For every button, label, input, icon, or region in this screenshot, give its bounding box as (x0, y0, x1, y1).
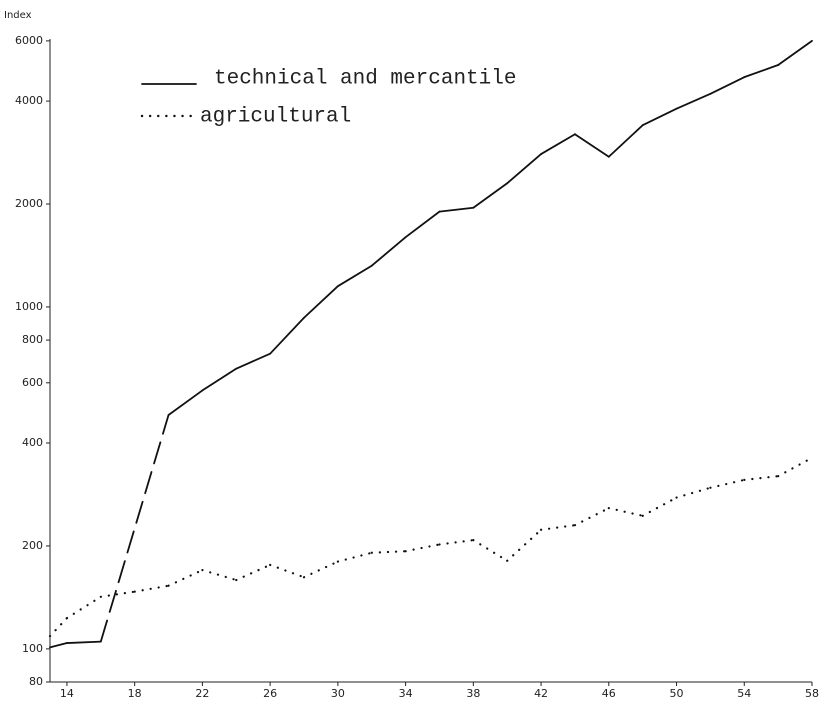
agricultural-line-segment (675, 486, 712, 499)
y-tick-label: 6000 (15, 34, 43, 47)
y-tick-label: 1000 (15, 300, 43, 313)
technical-line-segment (540, 133, 576, 155)
technical-line-segment (99, 414, 170, 643)
x-tick-label: 54 (737, 687, 751, 700)
technical-line-segment (66, 640, 102, 644)
technical-line-segment (743, 64, 780, 79)
technical-line-segment (269, 316, 305, 355)
technical-line-segment (675, 92, 712, 110)
agricultural-line-segment (167, 568, 204, 587)
technical-line-segment (472, 182, 509, 209)
x-tick-label: 50 (670, 687, 684, 700)
technical-line-segment (235, 352, 272, 370)
agricultural-line-segment (641, 496, 678, 517)
technical-line-segment (336, 264, 373, 288)
x-tick-label: 46 (602, 687, 616, 700)
technical-line-segment (641, 107, 678, 127)
y-tick-label: 4000 (15, 94, 43, 107)
agricultural-line-segment (777, 456, 814, 478)
y-tick-label: 80 (29, 675, 43, 688)
agricultural-line-segment (235, 563, 272, 582)
agricultural-line-segment (607, 507, 644, 517)
y-axis-label: Index (4, 10, 32, 21)
x-tick-label: 18 (128, 687, 142, 700)
technical-line-segment (404, 210, 441, 239)
x-tick-label: 30 (331, 687, 345, 700)
y-tick-label: 2000 (15, 197, 43, 210)
technical-line-segment (167, 389, 204, 416)
y-tick-label: 100 (22, 642, 43, 655)
technical-line-segment (777, 39, 813, 66)
legend-label: agricultural (200, 106, 351, 129)
agricultural-line-segment (404, 543, 441, 553)
agricultural-line-segment (336, 551, 373, 563)
agricultural-line-segment (302, 560, 339, 579)
agricultural-line-segment (269, 563, 306, 579)
x-tick-label: 22 (195, 687, 209, 700)
technical-line-segment (303, 285, 339, 319)
agricultural-line-segment (472, 539, 509, 562)
agricultural-line-segment (48, 617, 69, 638)
agricultural-line-segment (573, 507, 610, 527)
technical-line-segment (438, 206, 475, 213)
technical-line-segment (607, 124, 644, 158)
y-tick-label: 400 (22, 436, 43, 449)
x-tick-label: 38 (466, 687, 480, 700)
x-tick-label: 42 (534, 687, 548, 700)
agricultural-line-segment (65, 595, 102, 620)
agricultural-line-segment (709, 478, 746, 489)
y-tick-label: 200 (22, 539, 43, 552)
x-tick-label: 58 (805, 687, 819, 700)
technical-line-segment (709, 76, 746, 95)
technical-line-segment (49, 642, 68, 649)
agricultural-line-segment (370, 550, 407, 554)
agricultural-line-segment (438, 539, 475, 546)
agricultural-line-segment (743, 475, 780, 482)
agricultural-line-segment (99, 590, 136, 598)
technical-line-segment (574, 133, 610, 158)
x-tick-label: 14 (60, 687, 74, 700)
legend-label: technical and mercantile (214, 68, 516, 91)
y-tick-label: 800 (22, 333, 43, 346)
x-tick-label: 34 (399, 687, 413, 700)
agricultural-line-segment (539, 524, 577, 531)
technical-line-segment (370, 236, 407, 267)
technical-line-segment (506, 153, 542, 185)
agricultural-line-segment (506, 528, 543, 562)
x-tick-label: 26 (263, 687, 277, 700)
agricultural-line-segment (201, 568, 238, 582)
technical-line-segment (201, 367, 238, 392)
y-tick-label: 600 (22, 376, 43, 389)
agricultural-line-segment (133, 584, 170, 593)
